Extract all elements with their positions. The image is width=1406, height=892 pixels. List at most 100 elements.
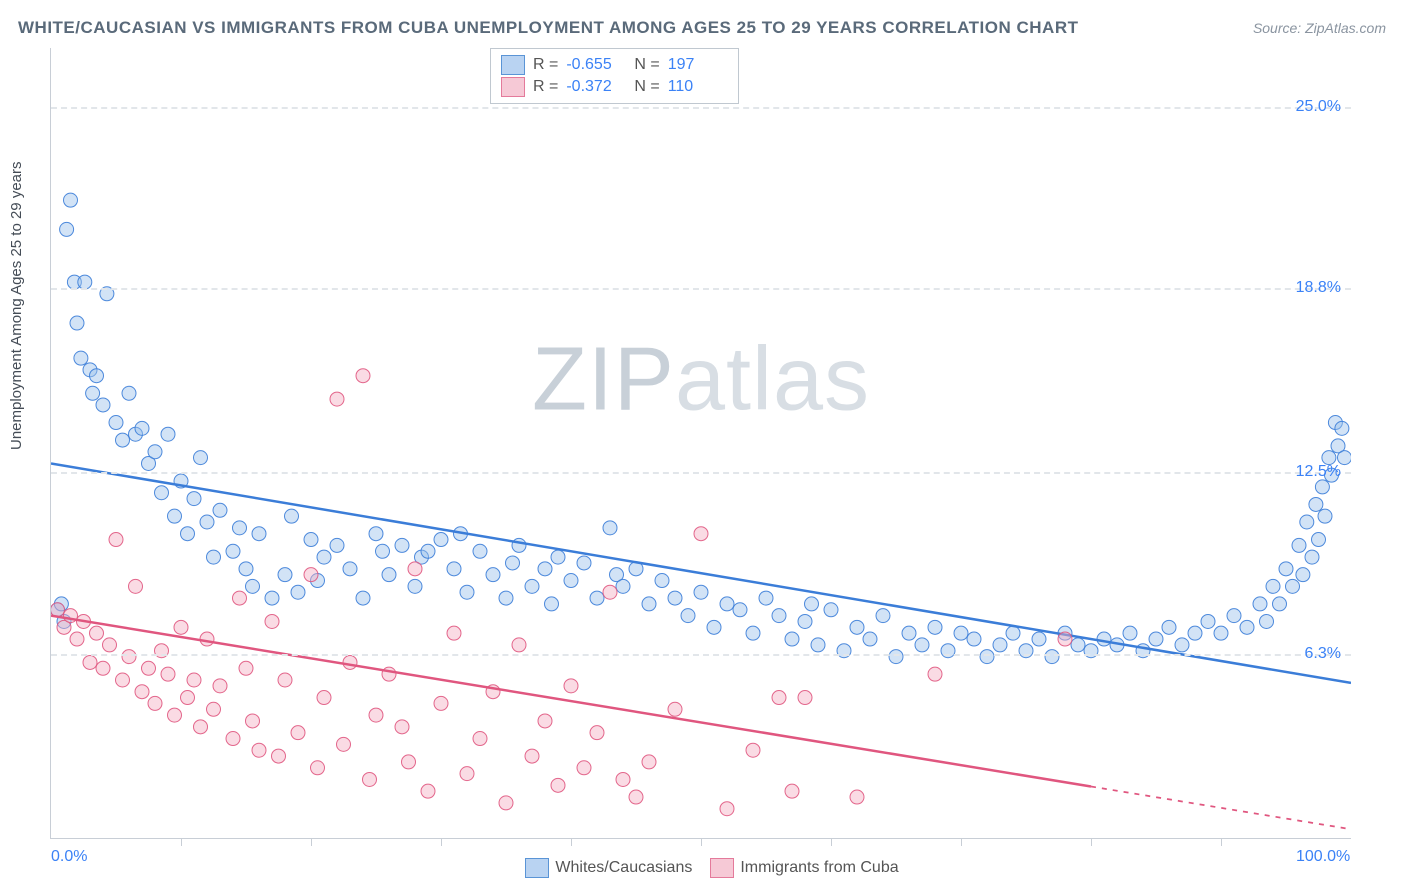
scatter-point-whites — [798, 614, 812, 628]
scatter-point-whites — [603, 521, 617, 535]
scatter-point-cuba — [512, 638, 526, 652]
r-label: R = — [533, 56, 558, 74]
scatter-point-cuba — [278, 673, 292, 687]
r-label: R = — [533, 78, 558, 96]
x-tick-minor — [1091, 838, 1092, 846]
scatter-point-whites — [200, 515, 214, 529]
scatter-point-cuba — [291, 726, 305, 740]
scatter-point-whites — [486, 568, 500, 582]
legend-label: Whites/Caucasians — [555, 859, 692, 876]
scatter-point-whites — [135, 421, 149, 435]
scatter-point-whites — [187, 492, 201, 506]
scatter-point-cuba — [538, 714, 552, 728]
scatter-point-whites — [1175, 638, 1189, 652]
scatter-point-whites — [233, 521, 247, 535]
scatter-point-whites — [525, 579, 539, 593]
scatter-point-whites — [395, 538, 409, 552]
scatter-point-whites — [70, 316, 84, 330]
scatter-point-cuba — [434, 696, 448, 710]
scatter-point-whites — [1260, 614, 1274, 628]
scatter-point-whites — [304, 533, 318, 547]
x-tick-minor — [701, 838, 702, 846]
stats-legend-row: R =-0.655N =197 — [501, 55, 728, 75]
scatter-point-whites — [317, 550, 331, 564]
scatter-point-whites — [642, 597, 656, 611]
scatter-point-whites — [155, 486, 169, 500]
scatter-point-whites — [1188, 626, 1202, 640]
scatter-point-whites — [1305, 550, 1319, 564]
scatter-point-whites — [720, 597, 734, 611]
scatter-point-cuba — [194, 720, 208, 734]
n-label: N = — [634, 56, 659, 74]
x-tick-minor — [571, 838, 572, 846]
x-tick-minor — [961, 838, 962, 846]
gridline — [51, 107, 1351, 109]
scatter-point-cuba — [96, 661, 110, 675]
y-tick-label: 18.8% — [1296, 279, 1341, 297]
scatter-point-whites — [590, 591, 604, 605]
scatter-point-whites — [733, 603, 747, 617]
scatter-point-whites — [460, 585, 474, 599]
scatter-point-cuba — [83, 655, 97, 669]
scatter-point-cuba — [363, 772, 377, 786]
scatter-point-whites — [1315, 480, 1329, 494]
scatter-point-cuba — [200, 632, 214, 646]
scatter-point-whites — [1214, 626, 1228, 640]
n-label: N = — [634, 78, 659, 96]
scatter-point-cuba — [564, 679, 578, 693]
legend-swatch — [501, 55, 525, 75]
scatter-point-cuba — [421, 784, 435, 798]
scatter-point-whites — [60, 222, 74, 236]
scatter-point-cuba — [772, 691, 786, 705]
scatter-point-cuba — [499, 796, 513, 810]
scatter-point-cuba — [187, 673, 201, 687]
y-tick-label: 6.3% — [1305, 645, 1341, 663]
scatter-point-whites — [434, 533, 448, 547]
scatter-point-cuba — [272, 749, 286, 763]
scatter-point-whites — [876, 609, 890, 623]
scatter-point-whites — [226, 544, 240, 558]
scatter-point-cuba — [460, 767, 474, 781]
scatter-point-whites — [545, 597, 559, 611]
chart-title: WHITE/CAUCASIAN VS IMMIGRANTS FROM CUBA … — [18, 18, 1079, 38]
scatter-point-cuba — [213, 679, 227, 693]
scatter-point-cuba — [207, 702, 221, 716]
scatter-point-whites — [1279, 562, 1293, 576]
scatter-point-whites — [148, 445, 162, 459]
scatter-point-whites — [291, 585, 305, 599]
scatter-point-whites — [850, 620, 864, 634]
scatter-point-whites — [213, 503, 227, 517]
scatter-point-cuba — [51, 603, 65, 617]
scatter-point-whites — [408, 579, 422, 593]
scatter-point-cuba — [785, 784, 799, 798]
scatter-point-cuba — [850, 790, 864, 804]
scatter-point-whites — [980, 650, 994, 664]
scatter-point-whites — [967, 632, 981, 646]
scatter-point-whites — [1227, 609, 1241, 623]
scatter-point-whites — [746, 626, 760, 640]
legend-label: Immigrants from Cuba — [740, 859, 898, 876]
scatter-point-whites — [1045, 650, 1059, 664]
scatter-point-cuba — [317, 691, 331, 705]
scatter-point-whites — [824, 603, 838, 617]
scatter-point-cuba — [239, 661, 253, 675]
scatter-point-cuba — [402, 755, 416, 769]
scatter-point-whites — [772, 609, 786, 623]
scatter-point-cuba — [148, 696, 162, 710]
scatter-point-whites — [1273, 597, 1287, 611]
trend-line-dashed-cuba — [1091, 787, 1351, 830]
scatter-point-whites — [694, 585, 708, 599]
scatter-point-cuba — [304, 568, 318, 582]
scatter-point-whites — [1312, 533, 1326, 547]
scatter-point-whites — [1162, 620, 1176, 634]
gridline — [51, 654, 1351, 656]
scatter-point-cuba — [226, 732, 240, 746]
scatter-point-whites — [577, 556, 591, 570]
r-value: -0.655 — [566, 56, 626, 74]
scatter-point-whites — [369, 527, 383, 541]
scatter-point-cuba — [142, 661, 156, 675]
scatter-point-whites — [538, 562, 552, 576]
gridline — [51, 472, 1351, 474]
stats-legend-row: R =-0.372N =110 — [501, 77, 728, 97]
scatter-point-whites — [64, 193, 78, 207]
